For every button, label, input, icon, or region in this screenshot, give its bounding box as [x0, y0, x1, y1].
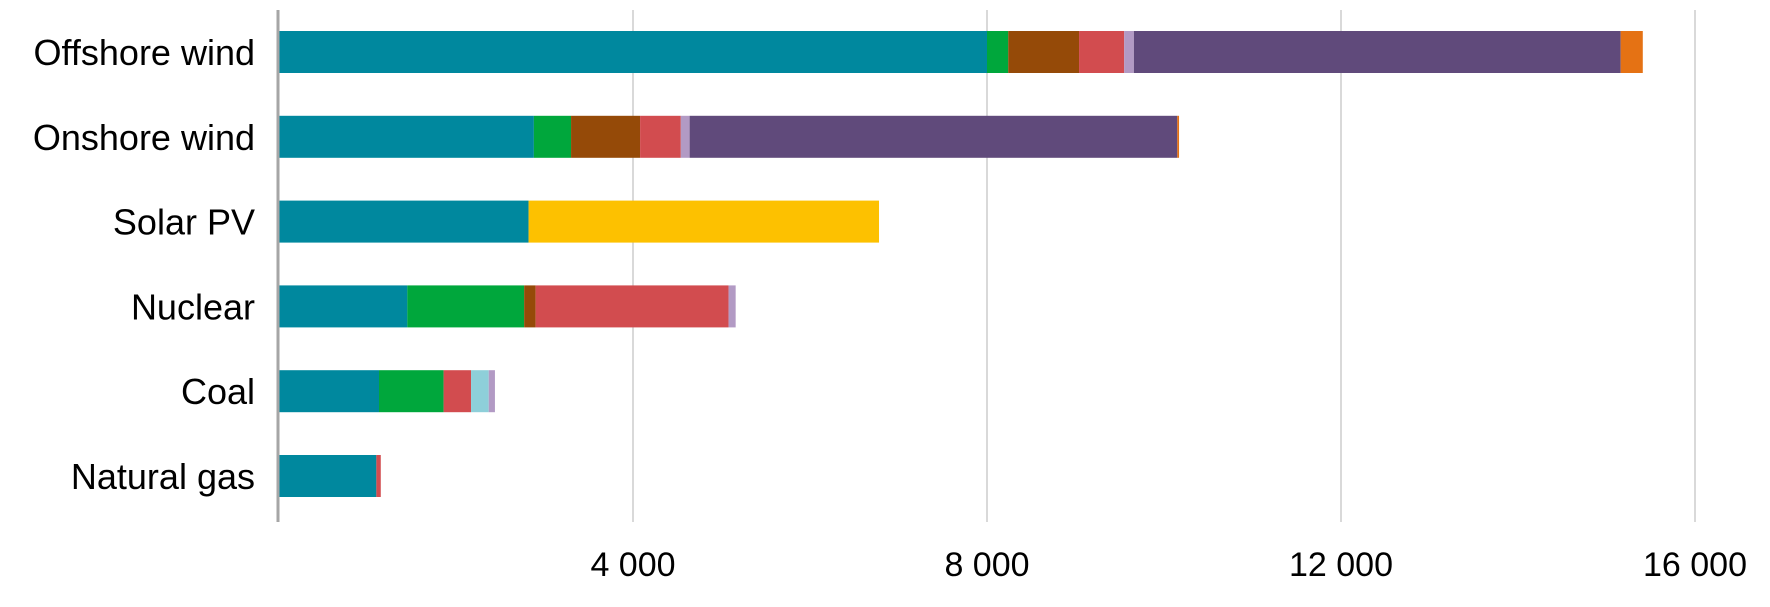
- bar-segment: [1008, 31, 1080, 73]
- bar-segment: [987, 31, 1009, 73]
- bar-segment: [279, 31, 987, 73]
- bar-segment: [279, 200, 529, 243]
- bar-segment: [376, 455, 381, 497]
- bars: [279, 31, 1643, 497]
- bar-segment: [533, 115, 572, 158]
- bar-segment: [279, 370, 380, 413]
- x-tick-label: 12 000: [1289, 546, 1393, 584]
- bar-segment: [640, 115, 681, 158]
- bar-segment: [279, 285, 408, 328]
- bar-segment: [443, 370, 472, 413]
- x-tick-label: 4 000: [590, 546, 675, 584]
- category-label: Offshore wind: [34, 32, 255, 73]
- bar-segment: [471, 370, 489, 413]
- bar-segment: [528, 200, 880, 243]
- bar-segment: [279, 455, 377, 497]
- bar-segment: [1079, 31, 1125, 73]
- category-label: Nuclear: [131, 286, 255, 327]
- gridlines: [632, 10, 1696, 522]
- bar-segment: [689, 115, 1178, 158]
- bar-segment: [535, 285, 729, 328]
- bar-segment: [379, 370, 444, 413]
- bar-segment: [279, 115, 534, 158]
- x-tick-label: 16 000: [1643, 546, 1747, 584]
- category-label: Onshore wind: [33, 117, 255, 158]
- x-tick-label: 8 000: [944, 546, 1029, 584]
- bar-segment: [1177, 115, 1180, 158]
- labels: 4 000 8 000 12 000 16 000 Offshore wind Onsho…: [33, 32, 1747, 584]
- bar-segment: [407, 285, 525, 328]
- bar-segment: [728, 285, 736, 328]
- bar-segment: [1620, 31, 1643, 73]
- bar-segment: [488, 370, 495, 413]
- category-label: Solar PV: [113, 202, 255, 243]
- category-label: Natural gas: [71, 456, 255, 497]
- bar-segment: [1133, 31, 1621, 73]
- bar-segment: [524, 285, 536, 328]
- bar-segment: [1124, 31, 1134, 73]
- bar-segment: [571, 115, 641, 158]
- bar-segment: [680, 115, 690, 158]
- category-label: Coal: [181, 371, 255, 412]
